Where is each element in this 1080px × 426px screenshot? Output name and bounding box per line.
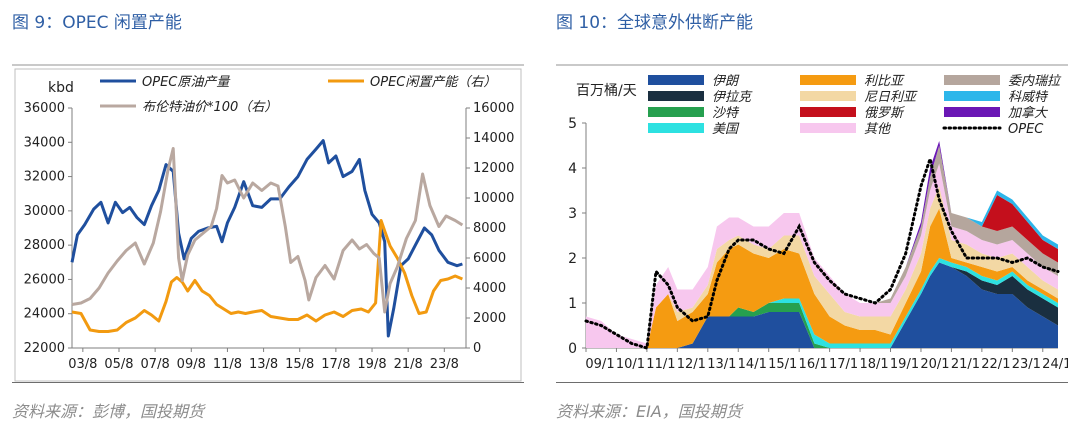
right-x-tick-label: 14/1	[738, 357, 767, 372]
right-legend-label: 科威特	[1008, 90, 1049, 105]
left-y-tick-label: 34000	[24, 135, 65, 150]
right-legend-label: 俄罗斯	[864, 106, 905, 121]
right-x-tick-label: 23/1	[1012, 357, 1041, 372]
right-legend-label: 加拿大	[1008, 105, 1049, 121]
left-y2-tick-label: 6000	[473, 251, 506, 266]
right-legend-label: 伊朗	[712, 74, 740, 89]
right-legend-swatch	[648, 123, 704, 133]
right-legend-swatch	[800, 123, 856, 133]
right-x-tick-label: 22/1	[981, 357, 1010, 372]
right-x-tick-label: 17/1	[829, 357, 858, 372]
right-x-tick-label: 13/1	[707, 357, 736, 372]
right-x-tick-label: 21/1	[951, 357, 980, 372]
left-x-tick-label: 23/8	[430, 357, 459, 372]
right-legend-label: 伊拉克	[712, 89, 753, 105]
right-legend-label: 美国	[712, 122, 740, 137]
right-legend-swatch	[800, 91, 856, 101]
left-legend-label: OPEC原油产量	[142, 75, 231, 90]
left-y2-tick-label: 16000	[473, 101, 514, 116]
right-x-tick-label: 16/1	[799, 357, 828, 372]
left-y-tick-label: 32000	[24, 170, 65, 185]
right-x-tick-label: 19/1	[890, 357, 919, 372]
left-legend-label: 布伦特油价*100（右）	[142, 99, 277, 115]
right-area-利比亚	[586, 208, 1058, 348]
right-legend-label: 其他	[864, 122, 892, 137]
left-y-tick-label: 24000	[24, 307, 65, 322]
right-y-tick-label: 2	[568, 251, 577, 267]
left-y-tick-label: 28000	[24, 238, 65, 253]
left-y2-tick-label: 2000	[473, 311, 506, 326]
right-y-tick-label: 5	[568, 116, 577, 132]
right-x-tick-label: 20/1	[920, 357, 949, 372]
left-y-tick-label: 26000	[24, 272, 65, 287]
left-y2-tick-label: 0	[473, 341, 481, 356]
right-x-tick-label: 09/1	[585, 357, 614, 372]
right-y-tick-label: 0	[568, 341, 577, 357]
left-series-line	[71, 219, 463, 333]
left-y2-tick-label: 4000	[473, 281, 506, 296]
left-y2-tick-label: 14000	[473, 131, 514, 146]
left-x-tick-label: 17/8	[321, 357, 350, 372]
left-series-line	[71, 147, 464, 314]
right-legend-label: OPEC	[1008, 122, 1044, 137]
left-x-tick-label: 11/8	[213, 357, 242, 372]
right-legend-label: 尼日利亚	[864, 90, 918, 105]
left-y-tick-label: 22000	[24, 341, 65, 356]
left-x-tick-label: 05/8	[104, 357, 133, 372]
right-y-tick-label: 1	[568, 296, 577, 312]
left-x-tick-label: 19/8	[357, 357, 386, 372]
right-figure-title: 图 10：全球意外供断产能	[556, 13, 754, 33]
right-legend-swatch	[944, 91, 1000, 101]
right-area-伊朗	[586, 262, 1058, 348]
left-y2-tick-label: 12000	[473, 161, 514, 176]
right-legend-label: 利比亚	[864, 74, 905, 89]
right-chart-panel: 百万桶/天 0 1 2 3 4 5 09/1 10/1 11/1 12/1 13/1 14/1 15/1 1…	[556, 64, 1071, 383]
right-figure-source: 资料来源：EIA，国投期货	[556, 402, 742, 421]
right-opec-dotted-line	[584, 153, 1060, 350]
right-legend-swatch	[648, 91, 704, 101]
left-chart: kbd 22000 24000 26000 28000 30000 32000 34000 36…	[14, 68, 522, 382]
left-y2-tick-label: 10000	[473, 191, 514, 206]
left-x-tick-label: 03/8	[68, 357, 97, 372]
right-y-tick-label: 4	[568, 161, 577, 177]
left-x-tick-label: 15/8	[285, 357, 314, 372]
right-x-tick-label: 15/1	[768, 357, 797, 372]
left-x-tick-label: 09/8	[177, 357, 206, 372]
left-chart-frame	[14, 68, 522, 382]
right-x-tick-label: 11/1	[646, 357, 675, 372]
right-legend-swatch	[944, 107, 1000, 117]
right-legend-swatch	[944, 75, 1000, 85]
right-x-tick-label: 12/1	[677, 357, 706, 372]
left-y2-tick-label: 8000	[473, 221, 506, 236]
left-figure-source: 资料来源：彭博，国投期货	[12, 402, 205, 421]
right-y-axis-label: 百万桶/天	[576, 83, 637, 99]
right-x-tick-label: 18/1	[859, 357, 888, 372]
left-legend-label: OPEC闲置产能（右）	[370, 74, 496, 90]
left-x-tick-label: 07/8	[141, 357, 170, 372]
right-legend-label: 沙特	[712, 106, 740, 121]
left-chart-panel: kbd 22000 24000 26000 28000 30000 32000 34000 36…	[12, 64, 524, 383]
left-y-axis-label: kbd	[48, 80, 74, 96]
left-y-tick-label: 36000	[24, 101, 65, 116]
right-legend-swatch	[800, 75, 856, 85]
right-legend-label: 委内瑞拉	[1008, 73, 1062, 89]
left-x-tick-label: 13/8	[249, 357, 278, 372]
right-legend-swatch	[648, 107, 704, 117]
left-y-tick-label: 30000	[24, 204, 65, 219]
left-x-tick-label: 21/8	[394, 357, 423, 372]
right-x-tick-label: 10/1	[616, 357, 645, 372]
right-legend-swatch	[800, 107, 856, 117]
left-figure-title: 图 9：OPEC 闲置产能	[12, 13, 182, 33]
right-legend-swatch	[648, 75, 704, 85]
right-y-tick-label: 3	[568, 206, 577, 222]
right-x-tick-label: 24/1	[1042, 357, 1068, 372]
left-series-line	[70, 139, 463, 338]
